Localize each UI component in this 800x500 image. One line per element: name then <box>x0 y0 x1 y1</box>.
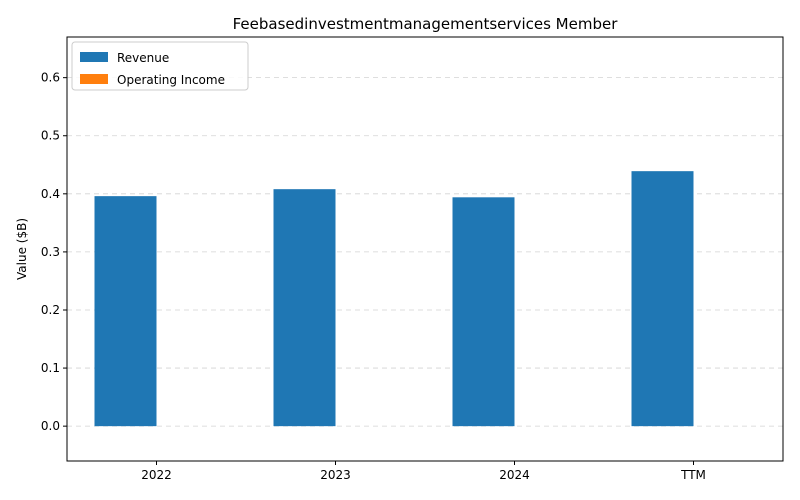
legend-label: Revenue <box>117 51 169 65</box>
x-tick-label: 2023 <box>320 468 351 482</box>
x-tick-label: TTM <box>680 468 706 482</box>
legend-swatch <box>80 74 108 84</box>
y-tick-label: 0.3 <box>41 245 60 259</box>
y-tick-label: 0.1 <box>41 361 60 375</box>
x-axis-ticks: 2022 2023 2024 TTM <box>141 461 706 482</box>
x-tick-label: 2024 <box>499 468 530 482</box>
x-tick-label: 2022 <box>141 468 172 482</box>
legend: Revenue Operating Income <box>71 41 249 91</box>
y-axis-ticks: 0.0 0.1 0.2 0.3 0.4 0.5 0.6 <box>41 71 67 433</box>
bar-revenue-ttm <box>631 171 694 427</box>
bar-revenue-2022 <box>94 196 157 427</box>
legend-label: Operating Income <box>117 73 225 87</box>
legend-swatch <box>80 52 108 62</box>
y-tick-label: 0.6 <box>41 71 60 85</box>
y-axis-label: Value ($B) <box>15 218 29 280</box>
y-tick-label: 0.4 <box>41 187 60 201</box>
y-tick-label: 0.5 <box>41 129 60 143</box>
bar-revenue-2023 <box>273 189 336 427</box>
plot-frame <box>66 36 784 462</box>
legend-box <box>71 41 249 91</box>
y-tick-label: 0.0 <box>41 419 60 433</box>
bars-group <box>94 171 756 427</box>
bar-revenue-2024 <box>452 197 515 427</box>
y-tick-label: 0.2 <box>41 303 60 317</box>
chart-title: Feebasedinvestmentmanagementservices Mem… <box>233 15 619 33</box>
